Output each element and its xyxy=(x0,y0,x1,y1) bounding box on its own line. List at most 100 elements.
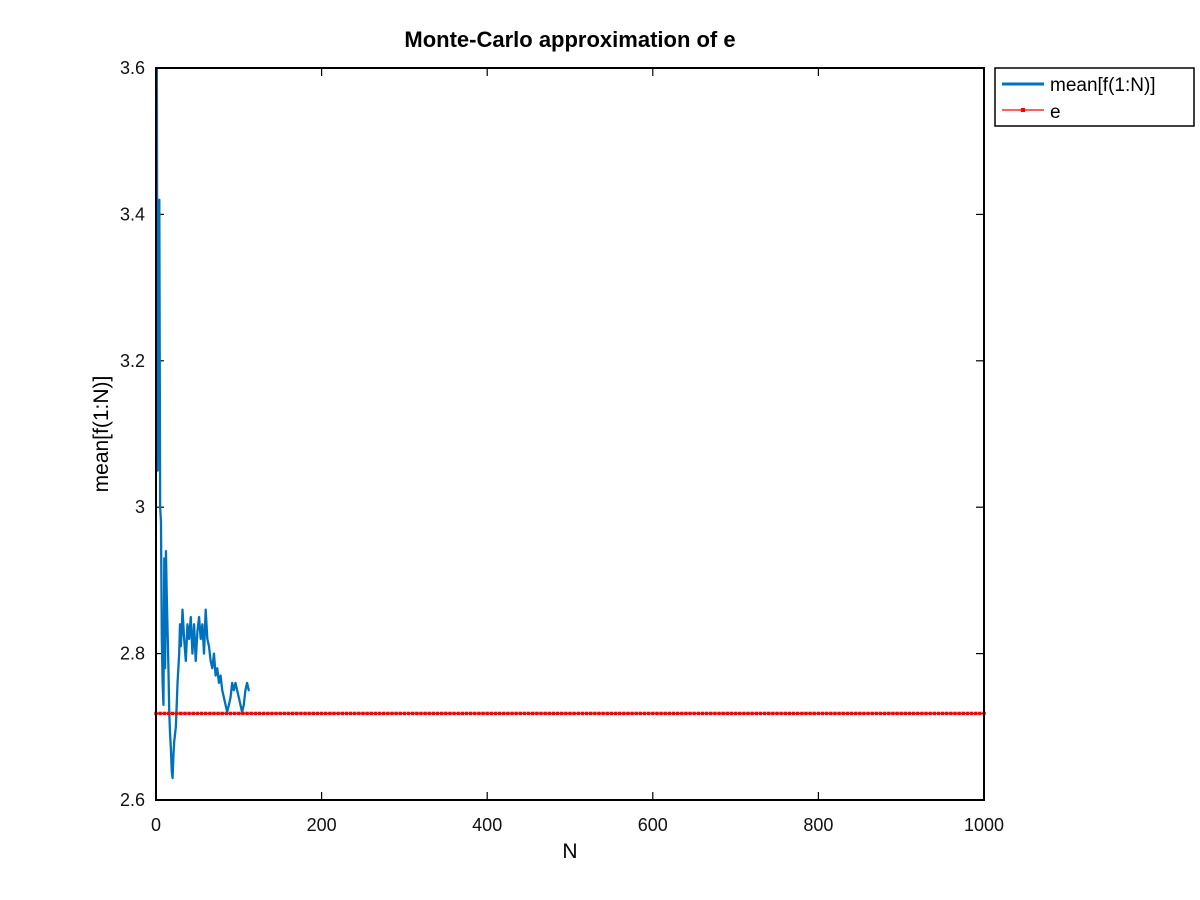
series-e-marker xyxy=(622,711,626,716)
series-e-marker xyxy=(266,711,270,716)
series-e-marker xyxy=(348,711,353,716)
series-e-marker xyxy=(837,711,841,716)
series-e-marker xyxy=(584,711,589,716)
series-e-marker xyxy=(729,711,734,716)
series-e-marker xyxy=(659,711,663,716)
series-e-marker xyxy=(361,711,365,716)
y-axis-ticks: 2.6 2.8 3 3.2 3.4 3.6 xyxy=(120,58,984,810)
series-e-marker xyxy=(514,711,518,716)
series-e-marker xyxy=(634,711,638,716)
x-axis-ticks: 0 200 400 600 800 1000 xyxy=(151,68,1004,835)
series-e-marker xyxy=(646,711,651,716)
x-tick-label-5: 1000 xyxy=(964,815,1004,835)
series-e-marker xyxy=(319,711,324,716)
series-e-marker xyxy=(340,711,344,716)
series-e-marker xyxy=(406,711,411,716)
series-e-marker xyxy=(539,711,543,716)
series-e-marker xyxy=(957,711,961,716)
series-e-marker xyxy=(369,711,373,716)
series-e-marker xyxy=(750,711,754,716)
series-e-marker xyxy=(597,711,601,716)
series-e-marker xyxy=(684,711,688,716)
series-e-marker xyxy=(179,711,183,716)
series-e-marker xyxy=(700,711,705,716)
series-e-marker xyxy=(829,711,833,716)
series-e-marker xyxy=(742,711,746,716)
series-e-marker xyxy=(423,711,427,716)
series-e-marker xyxy=(241,711,245,716)
series-e-marker xyxy=(754,711,758,716)
series-e-marker xyxy=(568,711,572,716)
series-e-marker xyxy=(290,711,295,716)
series-e-marker xyxy=(257,711,262,716)
series-e-marker xyxy=(311,711,316,716)
series-e-marker xyxy=(237,711,241,716)
series-e-marker xyxy=(199,711,204,716)
legend-items: mean[f(1:N)] e xyxy=(1002,75,1156,123)
series-e-marker xyxy=(493,711,498,716)
series-e-marker xyxy=(862,711,866,716)
series-e-marker xyxy=(547,711,551,716)
series-e-marker xyxy=(303,711,307,716)
series-e-marker xyxy=(315,711,320,716)
series-e-marker xyxy=(307,711,311,716)
series-e-marker xyxy=(564,711,568,716)
chart-title: Monte-Carlo approximation of e xyxy=(404,27,735,52)
series-e-marker xyxy=(899,711,903,716)
legend-box xyxy=(994,67,1195,127)
series-e-marker xyxy=(779,711,783,716)
series-e-marker xyxy=(328,711,332,716)
series-e-marker xyxy=(224,711,229,716)
series-e-marker xyxy=(203,711,208,716)
series-e-marker xyxy=(663,711,667,716)
y-tick-label-1: 2.8 xyxy=(120,644,145,664)
series-e-marker xyxy=(216,711,220,716)
series-e-marker xyxy=(796,711,800,716)
series-e-marker xyxy=(485,711,489,716)
series-e-marker xyxy=(762,711,767,716)
x-tick-label-3: 600 xyxy=(638,815,668,835)
series-e-marker xyxy=(882,711,887,716)
series-e-marker xyxy=(775,711,779,716)
series-e-marker xyxy=(435,711,440,716)
series-e-marker xyxy=(617,711,622,716)
series-e-marker xyxy=(170,711,175,716)
series-e-marker xyxy=(924,711,928,716)
series-e-marker xyxy=(704,711,709,716)
series-e-marker xyxy=(282,711,287,716)
series-e-marker xyxy=(232,711,237,716)
series-e-marker xyxy=(531,711,535,716)
series-e-marker xyxy=(725,711,730,716)
series-e-marker xyxy=(506,711,510,716)
series-e-marker xyxy=(911,711,916,716)
series-e-marker xyxy=(456,711,460,716)
series-e-marker xyxy=(162,711,166,716)
series-e-marker xyxy=(746,711,750,716)
series-e-marker xyxy=(953,711,957,716)
plot-area: 2.6 2.8 3 3.2 3.4 3.6 0 200 400 600 800 1000 xyxy=(120,58,1004,835)
series-e-marker xyxy=(299,711,303,716)
series-e-marker xyxy=(158,711,162,716)
series-e-marker xyxy=(444,711,448,716)
series-e-marker xyxy=(477,711,481,716)
series-e-marker xyxy=(903,711,908,716)
series-e-marker xyxy=(945,711,949,716)
series-e-marker xyxy=(353,711,357,716)
series-e-marker xyxy=(816,711,821,716)
series-e-marker xyxy=(808,711,812,716)
series-e-marker xyxy=(738,711,742,716)
series-e-marker xyxy=(332,711,336,716)
x-tick-label-0: 0 xyxy=(151,815,161,835)
series-e-marker xyxy=(212,711,216,716)
series-e-marker xyxy=(452,711,456,716)
series-e-marker xyxy=(191,711,195,716)
series-e-marker xyxy=(965,711,970,716)
series-e-marker xyxy=(593,711,597,716)
series-e-marker xyxy=(373,711,378,716)
series-e-marker xyxy=(502,711,506,716)
series-e-marker xyxy=(824,711,829,716)
series-e-marker xyxy=(895,711,899,716)
series-e-marker xyxy=(849,711,854,716)
y-tick-label-3: 3.2 xyxy=(120,351,145,371)
series-e-marker xyxy=(208,711,212,716)
